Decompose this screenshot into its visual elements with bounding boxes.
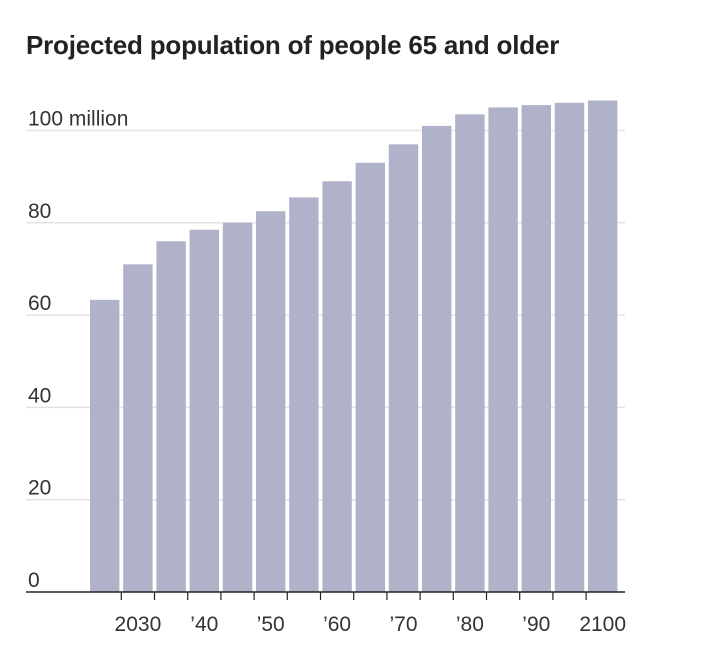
x-tick-label: ’90 [522, 613, 550, 636]
bar-2070 [388, 144, 419, 592]
bar-2025 [90, 299, 120, 592]
y-tick-label: 80 [28, 200, 51, 223]
bar-2075 [422, 125, 452, 592]
y-tick-label: 60 [28, 292, 51, 315]
bar-2030 [123, 264, 153, 592]
y-tick-label: 40 [28, 384, 51, 407]
x-tick-label: ’60 [323, 613, 351, 636]
y-tick-label: 100 million [28, 108, 128, 131]
bar-2100 [588, 100, 618, 592]
chart-title: Projected population of people 65 and ol… [26, 30, 560, 60]
x-tick-label: ’70 [389, 613, 417, 636]
bar-2080 [455, 114, 485, 592]
bars [90, 100, 618, 593]
bar-2090 [521, 105, 551, 593]
bar-2060 [322, 181, 352, 592]
x-tick-label: ’40 [190, 613, 218, 636]
x-tick-label: ’80 [456, 613, 484, 636]
x-tick-label: 2100 [579, 613, 626, 636]
x-axis: 2030 ’40 ’50 ’60 ’70 ’80 ’90 2100 [26, 591, 626, 636]
x-tick-label: ’50 [257, 613, 285, 636]
y-tick-label: 0 [28, 569, 40, 592]
y-axis-tick-labels: 0 20 40 60 80 100 million [28, 108, 128, 593]
bar-2085 [488, 107, 518, 593]
bar-2050 [256, 211, 286, 592]
y-tick-label: 20 [28, 477, 51, 500]
bar-2055 [289, 197, 319, 593]
bar-2045 [222, 222, 253, 593]
bar-2035 [156, 241, 186, 592]
bar-2040 [189, 229, 219, 592]
bar-2065 [355, 162, 385, 592]
bar-2095 [554, 102, 585, 592]
x-tick-label: 2030 [115, 613, 162, 636]
